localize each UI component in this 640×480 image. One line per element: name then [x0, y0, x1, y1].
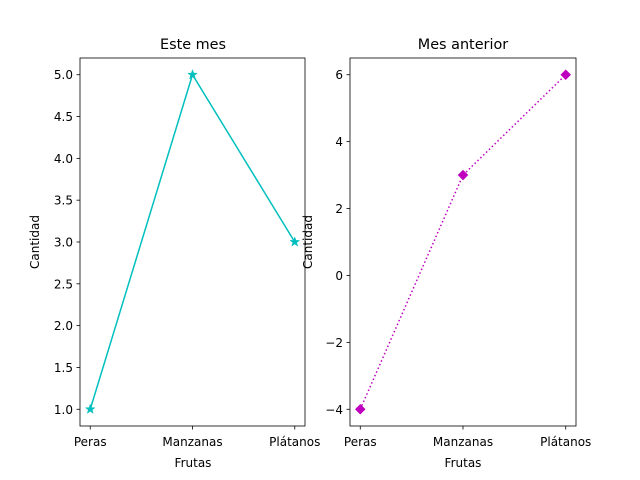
y-tick-label: 0 — [335, 269, 343, 283]
y-tick-label: 5.0 — [54, 68, 73, 82]
x-tick-label: Manzanas — [162, 435, 222, 449]
x-tick-label: Plátanos — [540, 435, 591, 449]
subplot-mes-anterior: Mes anterior Frutas Cantidad Peras Manzan… — [301, 37, 591, 470]
data-point — [187, 68, 198, 80]
axes-frame — [349, 57, 577, 427]
series-line — [89, 72, 296, 410]
data-point — [84, 403, 96, 414]
y-tick-label: 2 — [335, 202, 343, 216]
y-tick-label: 6 — [335, 68, 343, 82]
y-axis-label: Cantidad — [28, 215, 42, 269]
x-tick-label: Plátanos — [269, 435, 320, 449]
y-tick-label: 2.5 — [54, 277, 73, 291]
y-tick-label: 2.0 — [54, 319, 73, 333]
y-tick-label: −2 — [325, 336, 343, 350]
y-tick-label: 4 — [335, 135, 343, 149]
series-line — [359, 74, 567, 410]
x-tick-label: Manzanas — [433, 435, 493, 449]
y-axis-label: Cantidad — [301, 215, 315, 269]
x-axis-label: Frutas — [445, 456, 482, 470]
axes-frame — [79, 57, 306, 427]
chart-title: Este mes — [160, 37, 226, 53]
x-axis-label: Frutas — [175, 456, 212, 470]
data-point — [457, 169, 469, 181]
y-tick-label: 1.5 — [54, 361, 73, 375]
y-tick-label: 4.0 — [54, 152, 73, 166]
y-tick-label: 3.0 — [54, 236, 73, 250]
data-point — [289, 236, 301, 247]
y-tick-label: 3.5 — [54, 194, 73, 208]
data-point — [560, 69, 572, 81]
chart-title: Mes anterior — [418, 37, 508, 53]
y-tick-label: 4.5 — [54, 110, 73, 124]
y-tick-label: 1.0 — [54, 403, 73, 417]
x-tick-label: Peras — [74, 435, 107, 449]
subplot-este-mes: Este mes Frutas Cantidad Peras Manzanas Pl… — [28, 37, 320, 470]
x-tick-label: Peras — [344, 435, 377, 449]
y-tick-label: −4 — [325, 403, 343, 417]
data-point — [354, 403, 366, 415]
